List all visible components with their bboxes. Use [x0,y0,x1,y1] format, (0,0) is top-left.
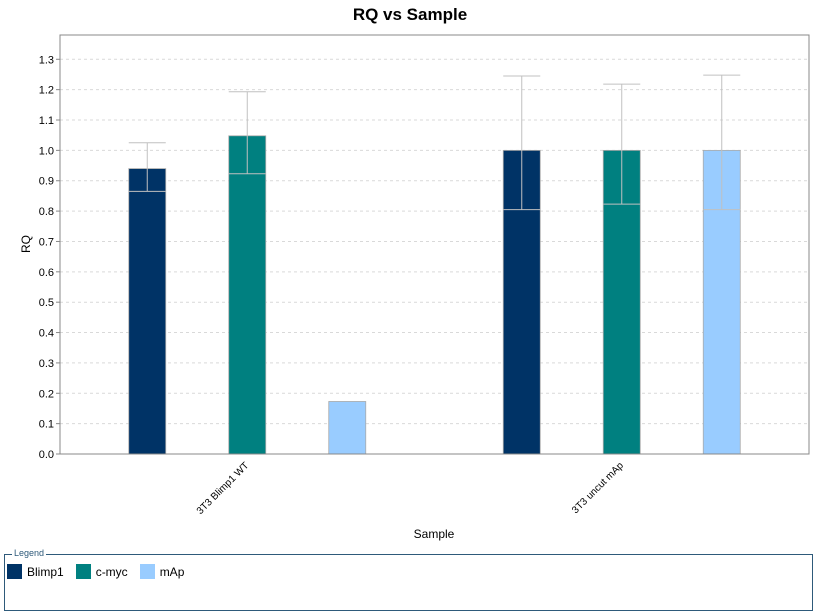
error-bars [128,74,741,211]
x-category-label: 3T3 Blimp1 WT [195,460,252,517]
y-tick-label: 0.5 [39,297,54,309]
y-tick-label: 0.3 [39,358,54,370]
y-axis-title: RQ [19,235,33,253]
legend-label: mAp [159,564,185,579]
y-tick-label: 0.0 [39,449,54,461]
y-tick-label: 0.2 [39,388,54,400]
x-axis-title: Sample [414,527,455,541]
y-tick-label: 1.2 [39,85,54,97]
y-axis-ticks: 0.0 0.1 0.2 0.3 0.4 0.5 0.6 0.7 0.8 0.9 1.0 1.1 1.2 1… [39,54,60,461]
y-tick-label: 1.0 [39,145,54,157]
x-axis-categories: 3T3 Blimp1 WT 3T3 uncut mAp [195,460,626,517]
bar-Blimp1-0 [128,168,167,455]
y-tick-label: 0.8 [39,206,54,218]
y-tick-label: 0.7 [39,236,54,248]
bar-c-myc-0 [228,135,267,455]
legend-items: Blimp1 c-myc mAp [7,564,196,579]
y-tick-label: 0.9 [39,176,54,188]
grid-lines [60,58,809,425]
legend-label: c-myc [95,564,128,579]
legend-item-c-myc: c-myc [75,564,128,579]
chart-title: RQ vs Sample [353,5,467,24]
bars [128,135,741,455]
y-tick-label: 1.1 [39,115,54,127]
chart: RQ vs Sample 0.0 0.1 0.2 0.3 0.4 0.5 0.6 0.7 0.8… [19,5,810,541]
legend-item-Blimp1: Blimp1 [7,564,64,579]
y-tick-label: 1.3 [39,54,54,66]
plot-area [59,34,810,455]
legend-swatch [139,564,155,579]
legend-swatch [75,564,91,579]
legend-title: Legend [12,548,47,558]
y-tick-label: 0.6 [39,267,54,279]
legend-item-mAp: mAp [139,564,185,579]
legend-swatch [7,564,22,579]
bar-mAp-0 [328,401,367,455]
legend: Legend Blimp1 c-myc mAp [4,548,813,611]
y-tick-label: 0.4 [39,328,54,340]
y-tick-label: 0.1 [39,419,54,431]
x-category-label: 3T3 uncut mAp [570,460,626,516]
legend-label: Blimp1 [27,564,64,579]
